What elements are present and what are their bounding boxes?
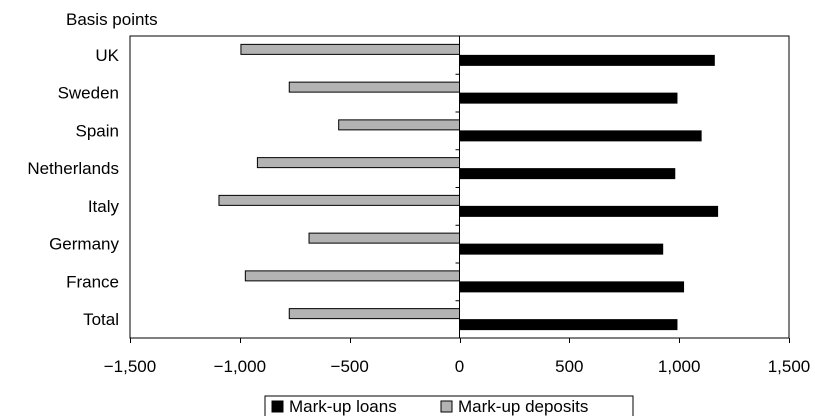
category-label-total: Total — [83, 310, 119, 329]
x-tick-label: 0 — [455, 357, 464, 376]
category-label-france: France — [66, 272, 119, 291]
bar-loans-france — [459, 281, 685, 293]
x-tick-label: 1,000 — [658, 357, 701, 376]
x-tick-labels: −1,500 −1,000 −500 0 500 1,000 1,500 — [104, 357, 811, 376]
x-tick-label: −500 — [331, 357, 369, 376]
legend-swatch-deposits — [440, 400, 453, 413]
legend-swatch-loans — [271, 400, 284, 413]
loan-bars — [459, 54, 719, 331]
category-ticks — [455, 73, 460, 302]
bar-deposits-total — [288, 308, 460, 320]
category-label-sweden: Sweden — [58, 84, 119, 103]
category-labels: UK Sweden Spain Netherlands Italy Germany Fran… — [27, 46, 119, 329]
x-tick-label: −1,500 — [104, 357, 156, 376]
bar-deposits-sweden — [288, 81, 460, 93]
category-label-netherlands: Netherlands — [27, 159, 119, 178]
bar-deposits-spain — [338, 119, 460, 131]
category-label-uk: UK — [95, 46, 119, 65]
bar-deposits-netherlands — [256, 157, 461, 169]
x-ticks — [130, 338, 790, 343]
x-tick-label: 500 — [555, 357, 583, 376]
legend: Mark-up loans Mark-up deposits — [264, 395, 634, 416]
bar-loans-spain — [459, 130, 702, 142]
bar-loans-italy — [459, 205, 719, 217]
category-label-germany: Germany — [49, 235, 119, 254]
unit-label: Basis points — [66, 10, 158, 29]
bar-loans-total — [459, 319, 678, 331]
bar-deposits-france — [244, 270, 460, 282]
bar-loans-sweden — [459, 92, 678, 104]
legend-label-loans: Mark-up loans — [289, 397, 397, 416]
bar-loans-germany — [459, 243, 664, 255]
bar-deposits-italy — [218, 194, 460, 206]
category-label-spain: Spain — [76, 121, 119, 140]
bar-loans-uk — [459, 54, 715, 66]
x-tick-label: 1,500 — [768, 357, 811, 376]
bar-loans-netherlands — [459, 168, 676, 180]
bar-deposits-uk — [240, 43, 460, 55]
category-label-italy: Italy — [88, 197, 120, 216]
bar-deposits-germany — [308, 232, 460, 244]
legend-label-deposits: Mark-up deposits — [458, 397, 588, 416]
deposit-bars — [218, 43, 461, 320]
x-tick-label: −1,000 — [214, 357, 266, 376]
